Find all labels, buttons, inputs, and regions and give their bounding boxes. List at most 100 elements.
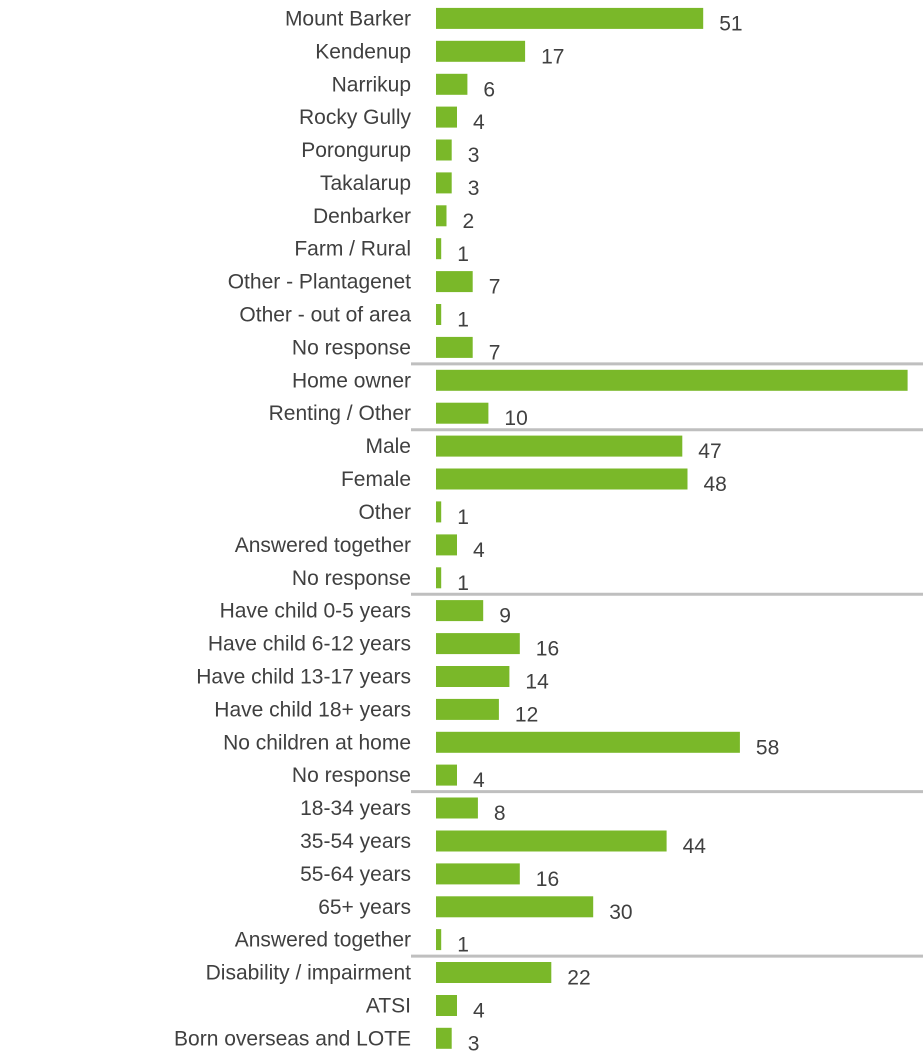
value-label: 4	[473, 1000, 485, 1023]
category-label: No response	[292, 764, 411, 787]
value-label: 14	[525, 671, 549, 694]
value-label: 4	[473, 769, 485, 792]
bar-other-out-of-area	[436, 304, 442, 325]
group-separators	[411, 362, 923, 958]
category-label: Porongurup	[301, 139, 411, 162]
category-label: Mount Barker	[285, 7, 411, 30]
value-label: 6	[483, 78, 495, 101]
category-label: Born overseas and LOTE	[174, 1027, 411, 1050]
category-label: Kendenup	[315, 40, 411, 63]
bar-have-child-6-12-years	[436, 633, 520, 655]
bar-no-children-at-home	[436, 731, 740, 753]
bar-renting-other	[436, 402, 489, 424]
value-label: 1	[457, 309, 469, 332]
bar-atsi	[436, 995, 457, 1016]
value-label: 51	[719, 12, 742, 35]
category-label: 55-64 years	[300, 863, 411, 886]
bar-no-response	[436, 764, 457, 786]
value-label: 58	[756, 736, 779, 759]
bar-no-response	[436, 336, 473, 358]
category-label: Male	[365, 435, 411, 458]
category-label: Takalarup	[320, 172, 411, 195]
category-label: Other	[358, 501, 411, 524]
bar-kendenup	[436, 40, 526, 62]
value-label: 16	[536, 868, 559, 891]
category-label: Have child 0-5 years	[220, 600, 411, 623]
category-label: Renting / Other	[269, 402, 411, 425]
bar-18-34-years	[436, 797, 478, 819]
category-labels: Mount Barker Kendenup Narrikup Rocky Gully P…	[174, 7, 411, 1050]
bar-born-overseas-and-lote	[436, 1027, 452, 1049]
category-label: Other - Plantagenet	[228, 271, 411, 294]
bar-home-owner	[436, 369, 908, 391]
value-label: 17	[541, 45, 564, 68]
value-label: 1	[457, 506, 469, 529]
value-label: 4	[473, 111, 485, 134]
value-label: 30	[609, 901, 632, 924]
bar-65-years	[436, 896, 594, 918]
category-label: Narrikup	[332, 73, 411, 96]
category-label: No children at home	[223, 731, 411, 754]
bar-55-64-years	[436, 863, 520, 885]
category-label: Answered together	[235, 534, 411, 557]
value-label: 3	[468, 1032, 480, 1053]
value-labels: 5117643321717901047481419161412584844163…	[457, 12, 779, 1053]
bar-takalarup	[436, 172, 452, 194]
category-label: No response	[292, 336, 411, 359]
bar-answered-together	[436, 929, 442, 951]
value-label: 1	[457, 572, 469, 595]
category-label: Have child 18+ years	[214, 698, 411, 721]
value-label: 1	[457, 243, 469, 266]
category-label: Disability / impairment	[206, 962, 412, 985]
bar-female	[436, 468, 688, 490]
value-label: 2	[463, 210, 475, 233]
bar-have-child-13-17-years	[436, 666, 510, 687]
bar-mount-barker	[436, 7, 704, 29]
value-label: 44	[683, 835, 707, 858]
category-label: No response	[292, 567, 411, 590]
value-label: 47	[698, 440, 721, 463]
bar-disability-impairment	[436, 962, 552, 983]
category-label: Have child 6-12 years	[208, 633, 411, 656]
bar-answered-together	[436, 534, 457, 556]
bar-have-child-0-5-years	[436, 600, 484, 622]
bars	[436, 7, 908, 1049]
value-label: 7	[489, 341, 501, 364]
bar-no-response	[436, 567, 442, 589]
category-label: Home owner	[292, 369, 411, 392]
bar-denbarker	[436, 205, 447, 227]
category-label: Answered together	[235, 929, 411, 952]
value-label: 4	[473, 539, 485, 562]
value-label: 3	[468, 177, 480, 200]
value-label: 1	[457, 934, 469, 957]
value-label: 48	[704, 473, 727, 496]
value-label: 10	[504, 407, 527, 430]
category-label: Other - out of area	[239, 304, 411, 327]
value-label: 8	[494, 802, 506, 825]
value-label: 3	[468, 144, 480, 167]
category-label: 18-34 years	[300, 797, 411, 820]
category-label: ATSI	[366, 995, 411, 1018]
value-label: 16	[536, 638, 559, 661]
bar-porongurup	[436, 139, 452, 161]
value-label: 7	[489, 276, 501, 299]
bar-other-plantagenet	[436, 271, 473, 293]
value-label: 22	[567, 967, 590, 990]
category-label: Rocky Gully	[299, 106, 412, 129]
bar-35-54-years	[436, 830, 667, 852]
category-label: Have child 13-17 years	[196, 666, 411, 689]
category-label: 35-54 years	[300, 830, 411, 853]
value-label: 9	[499, 605, 511, 628]
bar-male	[436, 435, 683, 457]
bar-other	[436, 501, 442, 523]
category-label: 65+ years	[318, 896, 411, 919]
category-label: Female	[341, 468, 411, 491]
category-label: Farm / Rural	[294, 238, 411, 261]
bar-narrikup	[436, 73, 468, 95]
category-label: Denbarker	[313, 205, 411, 228]
bar-rocky-gully	[436, 106, 457, 128]
bar-farm-rural	[436, 238, 442, 260]
bar-have-child-18-years	[436, 698, 499, 720]
value-label: 12	[515, 703, 538, 726]
